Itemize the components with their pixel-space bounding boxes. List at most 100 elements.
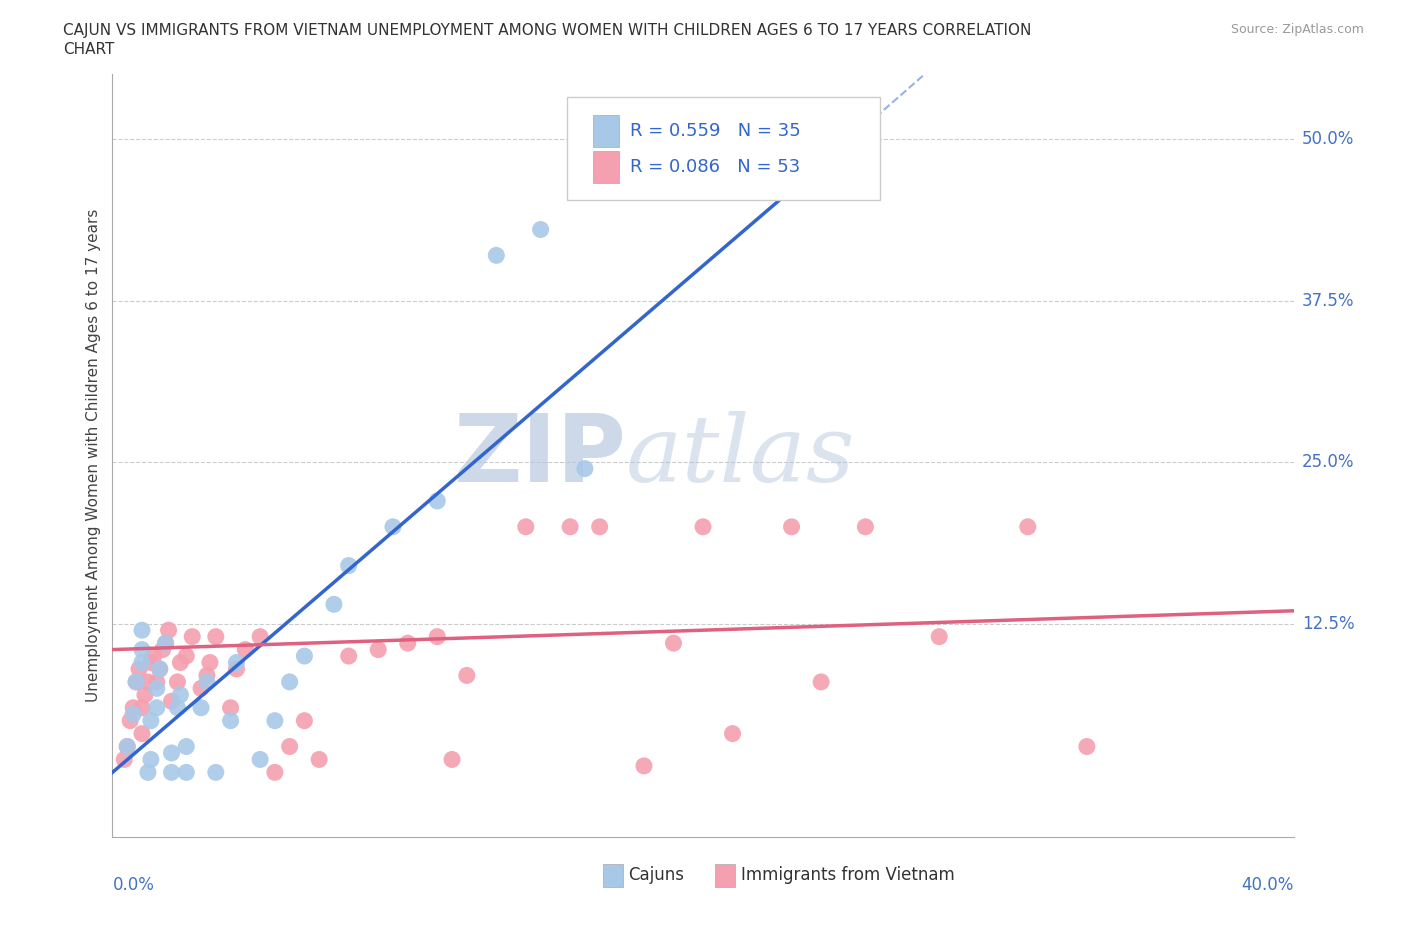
Point bbox=[149, 661, 172, 676]
Point bbox=[149, 661, 172, 676]
Point bbox=[122, 700, 145, 715]
Text: 40.0%: 40.0% bbox=[1241, 876, 1294, 894]
Point bbox=[139, 655, 162, 670]
Point bbox=[112, 752, 135, 767]
Text: Immigrants from Vietnam: Immigrants from Vietnam bbox=[741, 866, 955, 884]
Point bbox=[139, 713, 162, 728]
Text: 25.0%: 25.0% bbox=[1302, 453, 1354, 472]
Point bbox=[198, 655, 221, 670]
Point bbox=[174, 765, 197, 780]
Point bbox=[166, 700, 188, 715]
Text: 12.5%: 12.5% bbox=[1302, 615, 1354, 632]
Point bbox=[125, 674, 148, 689]
Point bbox=[1017, 519, 1039, 534]
Point bbox=[131, 655, 153, 670]
Point bbox=[264, 765, 287, 780]
Point bbox=[780, 519, 803, 534]
Point bbox=[169, 687, 191, 702]
Point bbox=[382, 519, 405, 534]
Point bbox=[166, 674, 188, 689]
Point bbox=[195, 668, 218, 683]
Point bbox=[136, 674, 159, 689]
Point bbox=[337, 558, 360, 573]
Bar bbox=[593, 152, 619, 183]
Point bbox=[205, 630, 228, 644]
Point bbox=[125, 674, 148, 689]
Text: Source: ZipAtlas.com: Source: ZipAtlas.com bbox=[1230, 23, 1364, 36]
Point bbox=[131, 700, 153, 715]
Text: 37.5%: 37.5% bbox=[1302, 292, 1354, 310]
Point bbox=[225, 661, 247, 676]
Bar bbox=[714, 864, 735, 886]
Point bbox=[810, 674, 832, 689]
Point bbox=[181, 630, 204, 644]
Text: R = 0.086   N = 53: R = 0.086 N = 53 bbox=[630, 158, 800, 177]
Point bbox=[441, 752, 464, 767]
Point bbox=[155, 636, 177, 651]
Point bbox=[160, 694, 183, 709]
Bar bbox=[593, 114, 619, 147]
Point bbox=[264, 713, 287, 728]
Text: 50.0%: 50.0% bbox=[1302, 130, 1354, 148]
Point bbox=[278, 739, 301, 754]
Point bbox=[633, 759, 655, 774]
Point bbox=[157, 623, 180, 638]
Point bbox=[249, 752, 271, 767]
Point bbox=[146, 700, 169, 715]
Point bbox=[721, 726, 744, 741]
Point bbox=[292, 648, 315, 663]
Point bbox=[233, 642, 256, 657]
Point bbox=[529, 222, 551, 237]
Y-axis label: Unemployment Among Women with Children Ages 6 to 17 years: Unemployment Among Women with Children A… bbox=[86, 209, 101, 702]
Point bbox=[662, 636, 685, 651]
Point bbox=[225, 655, 247, 670]
Point bbox=[205, 765, 228, 780]
Point bbox=[190, 700, 212, 715]
Point bbox=[515, 519, 537, 534]
Point bbox=[120, 713, 142, 728]
Text: atlas: atlas bbox=[626, 411, 856, 500]
Point bbox=[396, 636, 419, 651]
Point bbox=[190, 681, 212, 696]
Point bbox=[308, 752, 330, 767]
Point bbox=[195, 674, 218, 689]
Point bbox=[122, 707, 145, 722]
Point bbox=[160, 746, 183, 761]
Point bbox=[152, 642, 174, 657]
Point bbox=[174, 648, 197, 663]
Point bbox=[131, 642, 153, 657]
Point bbox=[131, 726, 153, 741]
Point bbox=[219, 713, 242, 728]
Point bbox=[558, 519, 582, 534]
Text: ZIP: ZIP bbox=[453, 410, 626, 501]
Point bbox=[117, 739, 138, 754]
Text: R = 0.559   N = 35: R = 0.559 N = 35 bbox=[630, 122, 800, 140]
Point bbox=[160, 765, 183, 780]
Point bbox=[323, 597, 346, 612]
Point bbox=[588, 519, 610, 534]
Point bbox=[131, 623, 153, 638]
Text: CAJUN VS IMMIGRANTS FROM VIETNAM UNEMPLOYMENT AMONG WOMEN WITH CHILDREN AGES 6 T: CAJUN VS IMMIGRANTS FROM VIETNAM UNEMPLO… bbox=[63, 23, 1032, 38]
Point bbox=[219, 700, 242, 715]
Point bbox=[278, 674, 301, 689]
Point bbox=[146, 681, 169, 696]
Point bbox=[139, 752, 162, 767]
Point bbox=[337, 648, 360, 663]
Point bbox=[426, 494, 449, 509]
Point bbox=[485, 248, 508, 263]
FancyBboxPatch shape bbox=[567, 98, 880, 200]
Text: 0.0%: 0.0% bbox=[112, 876, 155, 894]
Point bbox=[249, 630, 271, 644]
Point bbox=[128, 661, 150, 676]
Point bbox=[292, 713, 315, 728]
Text: CHART: CHART bbox=[63, 42, 115, 57]
Point bbox=[1076, 739, 1098, 754]
Point bbox=[456, 668, 478, 683]
Text: Cajuns: Cajuns bbox=[628, 866, 685, 884]
Point bbox=[117, 739, 138, 754]
Point bbox=[146, 674, 169, 689]
Point bbox=[142, 648, 165, 663]
Point bbox=[855, 519, 877, 534]
Point bbox=[426, 630, 449, 644]
Point bbox=[928, 630, 950, 644]
